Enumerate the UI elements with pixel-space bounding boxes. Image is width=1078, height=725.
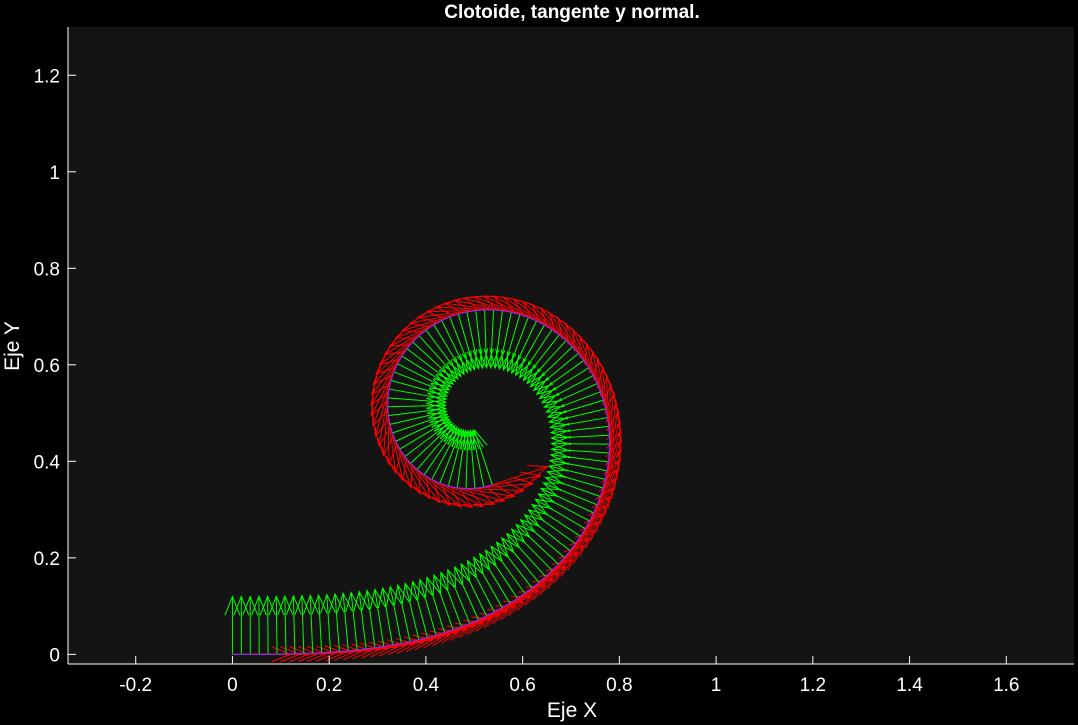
normal-vector [534,498,586,530]
x-tick-label: -0.2 [119,675,152,696]
normal-vector [385,585,402,644]
normal-vector [336,591,353,651]
normal-vector [544,476,601,497]
normal-vector [529,346,573,388]
normal-vector [393,583,411,642]
tangent-vector [492,464,549,486]
clothoid-curve [232,309,611,655]
normal-vector [345,591,362,651]
normal-vector [542,482,598,506]
normal-vector [535,360,585,396]
normal-vector [361,589,378,648]
normal-vector [285,594,302,654]
normal-vector [440,571,462,627]
normal-vector [268,594,285,655]
normal-vector [409,580,428,638]
y-axis-label: Eje Y [1,321,24,371]
normal-vector [510,528,553,571]
normal-vector [425,576,446,633]
y-tick-label: 0.6 [34,356,60,377]
y-tick-label: 0.2 [34,549,60,570]
normal-vector [328,592,345,652]
normal-vector [538,367,590,400]
normal-vector [549,422,609,439]
normal-vector [478,552,511,604]
normal-vector [530,503,581,537]
normal-vector [224,595,241,655]
normal-vector [539,487,594,514]
normal-vector [546,399,604,420]
normal-vector [468,429,485,488]
normal-vector [548,416,608,433]
normal-vector [546,469,604,489]
x-tick-label: 1.6 [993,675,1019,696]
x-tick-label: 0.8 [606,675,632,696]
normal-vector [547,408,606,426]
y-tick-label: 0 [49,645,60,666]
y-axis-ticks: 0 0.2 0.4 0.6 0.8 1 1.2 [34,66,76,666]
y-tick-label: 1.2 [34,66,60,87]
x-tick-label: 0.6 [509,675,535,696]
normal-vector [311,593,328,653]
normal-vector [537,493,590,522]
x-tick-label: 0.2 [316,675,342,696]
normal-vector [277,594,294,655]
normal-vector [532,353,579,392]
normal-vector [519,518,565,558]
normal-vector [515,523,559,565]
normal-vector [490,545,526,594]
normal-vector [547,462,606,480]
normal-vector [550,435,610,452]
normal-vector [544,391,601,414]
normal-vector [527,508,576,545]
normal-vector [233,595,250,655]
normal-vector [526,340,567,385]
normal-vector [353,590,370,650]
x-tick-label: 1 [711,675,722,696]
normal-vector [251,595,268,655]
normal-vector [472,428,493,485]
normal-vector [540,375,594,404]
normal-vector [369,588,386,647]
normal-vector [550,442,610,459]
normal-vector [460,562,487,617]
normal-vector [303,593,320,654]
x-tick-label: 1.4 [896,675,923,696]
normal-vector [242,595,259,655]
chart-title: Clotoide, tangente y normal. [444,2,699,23]
normal-vector [505,532,547,577]
normal-vector [484,548,518,599]
normal-vector [518,329,553,379]
normal-vector [466,559,495,613]
normal-vector [548,455,608,472]
normal-vector [495,541,533,589]
normal-vector [523,513,571,552]
normal-vector [432,573,454,630]
normal-vector [401,582,420,640]
x-tick-label: 0.4 [413,675,440,696]
normal-vector [472,556,503,608]
normal-vector [549,449,609,466]
normal-vector [522,334,560,382]
y-tick-label: 0.4 [34,452,61,473]
normal-vector [542,383,598,408]
x-tick-label: 0 [227,675,238,696]
normal-vector [294,594,311,654]
normal-vector [447,568,471,624]
normal-vector [259,594,276,655]
normal-vector [454,565,479,620]
normal-vector [500,536,540,583]
normal-vector [320,593,336,653]
x-axis-ticks: -0.2 0 0.2 0.4 0.6 0.8 1 1.2 1.4 1.6 [119,656,1019,696]
y-tick-label: 0.8 [34,259,60,280]
y-tick-label: 1 [49,163,60,184]
x-axis-label: Eje X [547,699,597,722]
normal-vector [550,429,610,446]
x-tick-label: 1.2 [800,675,826,696]
normal-vector [417,578,437,636]
normal-vector [377,586,394,646]
